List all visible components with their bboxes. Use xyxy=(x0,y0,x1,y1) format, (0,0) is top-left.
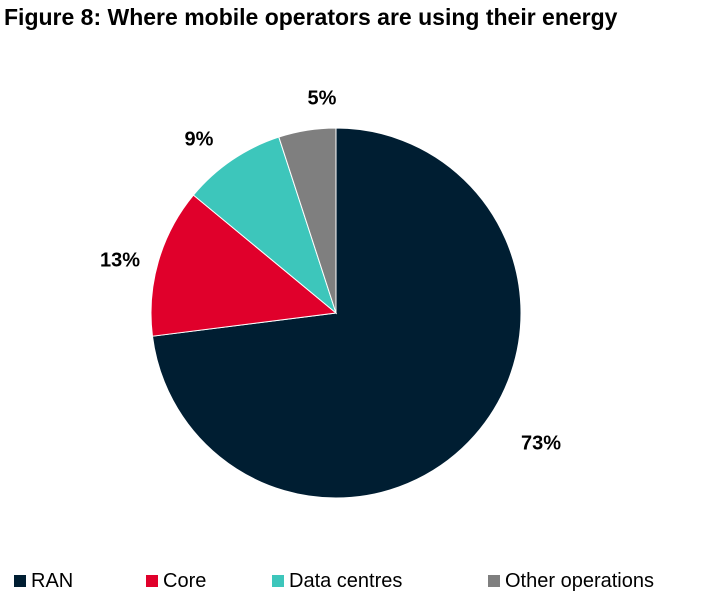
legend-item-data-centres: Data centres xyxy=(272,568,402,594)
legend-swatch-core xyxy=(146,575,158,587)
legend-label-ran: RAN xyxy=(31,570,74,592)
legend: RAN Core Data centres Other operations xyxy=(14,568,704,594)
data-label-data-centres: 9% xyxy=(185,128,214,150)
legend-item-core: Core xyxy=(146,568,206,594)
data-label-ran: 73% xyxy=(521,432,561,454)
pie-slice-core xyxy=(150,194,338,337)
legend-label-data-centres: Data centres xyxy=(289,570,403,592)
legend-swatch-other-operations xyxy=(488,575,500,587)
legend-swatch-data-centres xyxy=(272,575,284,587)
legend-label-other-operations: Other operations xyxy=(505,570,654,592)
legend-item-ran: RAN xyxy=(14,568,73,594)
pie-slice-data-centres xyxy=(192,136,338,315)
pie-slice-other-operations xyxy=(278,127,337,314)
pie-slices xyxy=(150,127,522,499)
legend-item-other-operations: Other operations xyxy=(488,568,654,594)
chart-title: Figure 8: Where mobile operators are usi… xyxy=(4,4,618,30)
data-label-other-operations: 5% xyxy=(308,87,337,109)
slice-labels: 73% 13% 9% 5% xyxy=(100,87,561,454)
pie-chart: 73% 13% 9% 5% xyxy=(100,87,561,499)
legend-swatch-ran xyxy=(14,575,26,587)
data-label-core: 13% xyxy=(100,249,140,271)
legend-label-core: Core xyxy=(163,570,207,592)
